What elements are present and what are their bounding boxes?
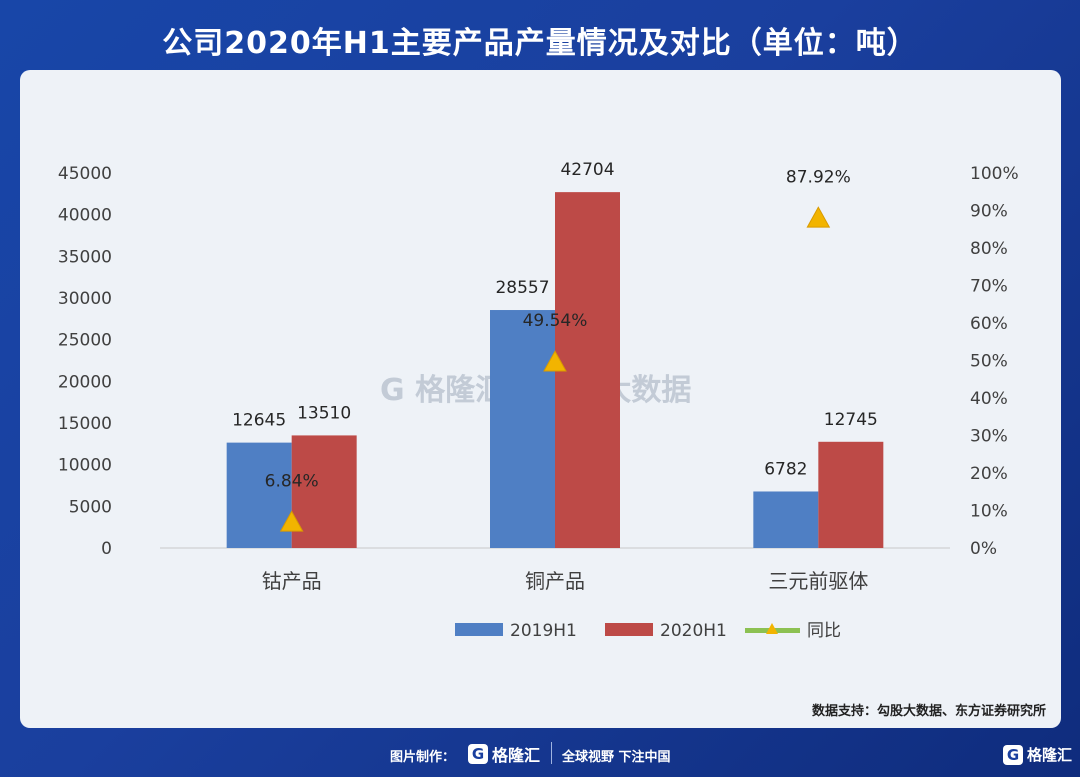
bar-value-label: 12645 (232, 411, 286, 431)
y2-tick-label: 20% (970, 464, 1008, 484)
y-tick-label: 40000 (58, 206, 112, 226)
footer-divider (551, 742, 552, 764)
y2-tick-label: 70% (970, 277, 1008, 297)
legend-swatch (605, 623, 653, 636)
yoy-marker (806, 206, 831, 228)
y-tick-label: 0 (101, 539, 112, 559)
y2-tick-label: 30% (970, 427, 1008, 447)
bar-value-label: 6782 (764, 459, 807, 479)
bar-value-label: 28557 (495, 278, 549, 298)
y-tick-label: 35000 (58, 247, 112, 267)
category-label: 三元前驱体 (768, 569, 868, 593)
y2-tick-label: 90% (970, 202, 1008, 222)
footer-logo: G 格隆汇 (468, 742, 540, 766)
corner-logo-icon: G (1002, 744, 1023, 765)
source-note: 数据支持：勾股大数据、东方证券研究所 (811, 704, 1046, 719)
footer-brand: 格隆汇 (492, 746, 541, 765)
yoy-value-label: 6.84% (265, 471, 319, 491)
yoy-markers: 6.84% 49.54% 87.92% (265, 167, 851, 532)
yoy-value-label: 49.54% (523, 311, 588, 331)
y-axis-right: 0% 10% 20% 30% 40% 50% 60% 70% 80% 90% 100% (970, 164, 1019, 559)
y-tick-label: 30000 (58, 289, 112, 309)
y-tick-label: 10000 (58, 456, 112, 476)
y-tick-label: 45000 (58, 164, 112, 184)
y2-tick-label: 60% (970, 314, 1008, 334)
y2-tick-label: 80% (970, 239, 1008, 259)
category-label: 铜产品 (525, 569, 585, 593)
bar-value-label: 42704 (560, 160, 614, 180)
yoy-value-label: 87.92% (786, 167, 851, 187)
bar-value-label: 13510 (297, 403, 351, 423)
bar-value-label: 12745 (824, 410, 878, 430)
bar-2020H1 (291, 435, 357, 548)
y-tick-label: 20000 (58, 372, 112, 392)
watermark-brand: G 格隆汇 (380, 373, 505, 408)
bar-2019H1 (226, 442, 292, 548)
legend-marker-swatch (766, 623, 778, 634)
corner-logo: G 格隆汇 (1002, 744, 1072, 765)
legend-swatch (455, 623, 503, 636)
legend-label: 2019H1 (510, 621, 577, 641)
bar-2019H1 (753, 491, 819, 548)
category-label: 钴产品 (262, 569, 322, 593)
chart-card: G 格隆汇| 勾股大数据 050001000015000200002500030… (20, 70, 1061, 728)
y-tick-label: 25000 (58, 331, 112, 351)
bar-2020H1 (818, 441, 884, 548)
chart-svg: G 格隆汇| 勾股大数据 050001000015000200002500030… (58, 160, 1019, 641)
y-tick-label: 5000 (69, 497, 112, 517)
chart-title: 公司2020年H1主要产品产量情况及对比（单位：吨） (162, 26, 918, 61)
brand-logo-icon: G (468, 744, 488, 764)
corner-brand: 格隆汇 (1026, 746, 1072, 764)
y2-tick-label: 10% (970, 502, 1008, 522)
y2-tick-label: 100% (970, 164, 1019, 184)
legend: 2019H1 2020H1 同比 (455, 621, 841, 641)
category-labels: 钴产品 铜产品 三元前驱体 (262, 569, 869, 593)
footer: 图片制作： G 格隆汇 全球视野 下注中国 (0, 740, 1080, 770)
legend-label: 2020H1 (660, 621, 727, 641)
yoy-marker (543, 350, 567, 372)
legend-label: 同比 (807, 621, 841, 641)
y-axis-left: 0 5000 10000 15000 20000 25000 30000 35000 40000… (58, 164, 112, 559)
bar-2019H1 (490, 310, 555, 548)
y-tick-label: 15000 (58, 414, 112, 434)
y2-tick-label: 0% (970, 539, 997, 559)
y2-tick-label: 50% (970, 352, 1008, 372)
y2-tick-label: 40% (970, 389, 1008, 409)
footer-slogan: 全球视野 下注中国 (562, 750, 671, 765)
data-labels: 12645 13510 28557 42704 6782 12745 (232, 160, 878, 479)
footer-label: 图片制作： (390, 750, 456, 765)
yoy-marker (279, 510, 304, 532)
